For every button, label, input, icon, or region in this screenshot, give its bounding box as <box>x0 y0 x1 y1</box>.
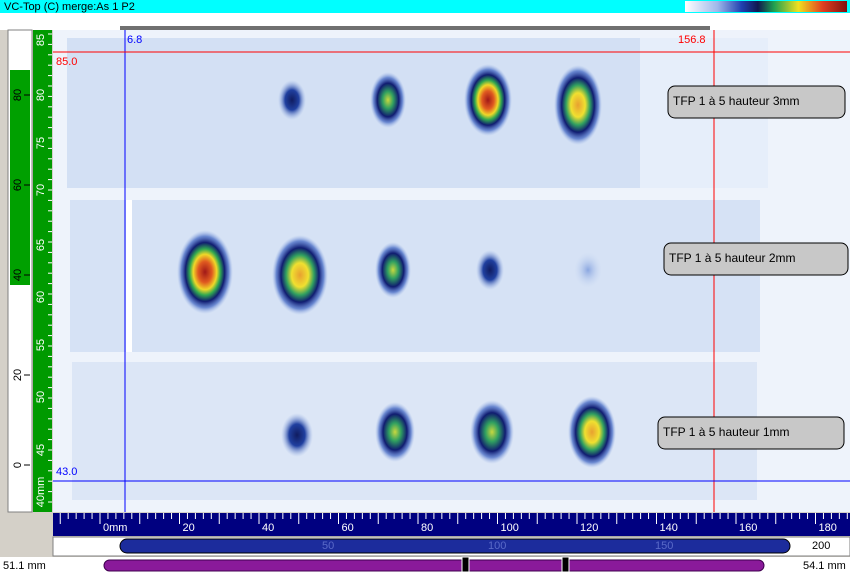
annotation: TFP 1 à 5 hauteur 2mm <box>669 251 796 265</box>
x-ruler <box>53 513 850 536</box>
cursor-label: 6.8 <box>127 34 142 46</box>
ruler-label: 80 <box>12 89 24 101</box>
ruler-label: 20 <box>12 369 24 381</box>
scroll-thumb[interactable] <box>120 539 790 553</box>
defect <box>470 400 514 464</box>
ruler-label: 120 <box>580 522 598 534</box>
ruler-label: 50 <box>35 391 47 403</box>
scroll-label: 100 <box>488 540 506 552</box>
cscan-window: VC-Top (C) merge:As 1 P2 806040200 85807… <box>0 0 850 572</box>
annotation: TFP 1 à 5 hauteur 3mm <box>673 94 800 108</box>
ruler-label: 75 <box>35 137 47 149</box>
ruler-label: 140 <box>660 522 678 534</box>
ruler-label: 0 <box>12 462 24 468</box>
ruler-label: 0mm <box>103 522 127 534</box>
window-title: VC-Top (C) merge:As 1 P2 <box>4 1 135 13</box>
scroll-label: 50 <box>322 540 334 552</box>
ruler-label: 60 <box>35 291 47 303</box>
range-slider[interactable] <box>104 560 764 571</box>
ruler-label: 180 <box>819 522 837 534</box>
ruler-label: 85 <box>35 34 47 46</box>
defect <box>370 72 406 128</box>
defect <box>278 80 306 120</box>
ruler-label: 80 <box>35 89 47 101</box>
scroll-label: 200 <box>812 540 830 552</box>
scan-strip <box>67 38 640 188</box>
slider-handle[interactable] <box>462 557 469 572</box>
ruler-label: 40 <box>262 522 274 534</box>
scroll-label: 150 <box>655 540 673 552</box>
defect <box>554 65 602 145</box>
annotation: TFP 1 à 5 hauteur 1mm <box>663 425 790 439</box>
slider-handle[interactable] <box>562 557 569 572</box>
ruler-label: 20 <box>183 522 195 534</box>
ruler-label: 65 <box>35 239 47 251</box>
ruler-label: 100 <box>501 522 519 534</box>
defect <box>375 402 415 462</box>
defect <box>568 396 616 468</box>
status-left: 51.1 mm <box>3 560 46 572</box>
ruler-label: 60 <box>12 179 24 191</box>
ruler-label: 160 <box>739 522 757 534</box>
defect <box>375 242 411 298</box>
page: {"window": {"title": "VC-Top (C) merge:A… <box>0 0 850 572</box>
cursor-label: 43.0 <box>56 466 77 478</box>
scan-strip <box>70 200 760 352</box>
defect <box>281 413 313 457</box>
defect <box>272 235 328 315</box>
cursor-label: 156.8 <box>678 34 706 46</box>
outer-ruler-range <box>10 70 30 285</box>
ruler-label: 45 <box>35 444 47 456</box>
color-palette <box>685 1 847 12</box>
ruler-label: 40 <box>12 269 24 281</box>
ruler-label: 70 <box>35 184 47 196</box>
defect <box>464 64 512 136</box>
ruler-label: 60 <box>342 522 354 534</box>
ruler-label: 40mm <box>35 477 47 508</box>
defect <box>476 250 504 290</box>
cursor-label: 85.0 <box>56 56 77 68</box>
ruler-label: 55 <box>35 339 47 351</box>
scan-gap <box>126 200 132 352</box>
defect <box>574 252 602 288</box>
status-right: 54.1 mm <box>803 560 846 572</box>
ruler-label: 80 <box>421 522 433 534</box>
defect <box>177 230 233 314</box>
header-bar <box>120 26 710 30</box>
